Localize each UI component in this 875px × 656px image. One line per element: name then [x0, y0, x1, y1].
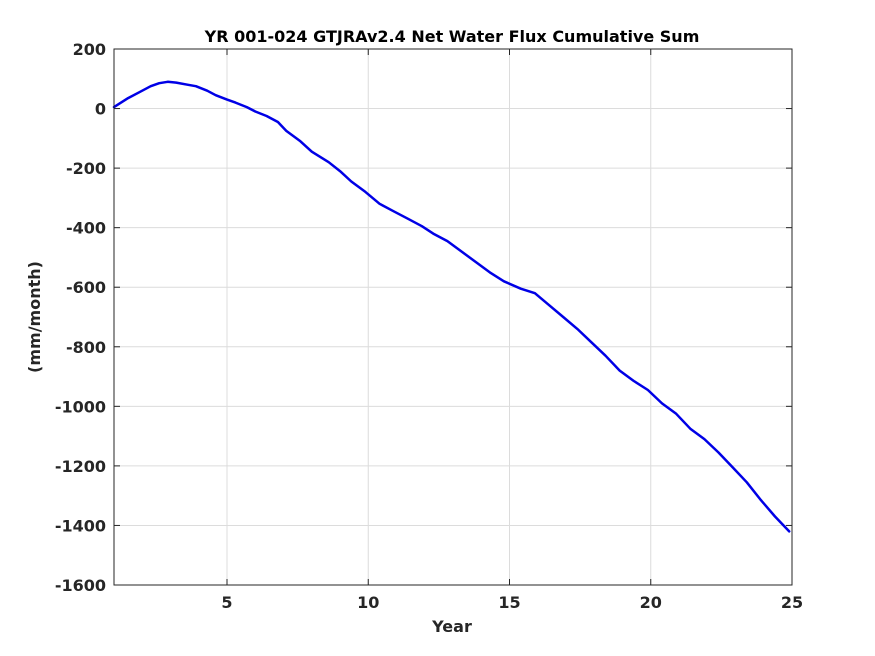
series-layer — [112, 80, 791, 533]
y-tick-label: -1600 — [55, 576, 106, 595]
y-tick-label: -1000 — [55, 397, 106, 416]
x-tick-label: 5 — [221, 593, 232, 612]
y-axis-label: (mm/month) — [25, 261, 44, 373]
y-tick-label: -1400 — [55, 516, 106, 535]
y-tick-label: -600 — [66, 278, 106, 297]
x-tick-label: 10 — [357, 593, 379, 612]
plot-frame — [113, 48, 793, 586]
y-tick-label: -400 — [66, 219, 106, 238]
x-tick-label: 25 — [781, 593, 803, 612]
x-tick-label: 15 — [498, 593, 520, 612]
plot-area — [114, 49, 792, 585]
x-axis: 5 10 15 20 25 — [221, 49, 803, 612]
y-axis: -1600 -1400 -1200 -1000 -800 -600 -400 -200 0 200 — [55, 40, 792, 595]
chart-title: YR 001-024 GTJRAv2.4 Net Water Flux Cumu… — [204, 27, 700, 46]
x-tick-label: 20 — [640, 593, 662, 612]
x-axis-label: Year — [431, 617, 472, 636]
series-line — [112, 80, 791, 533]
y-tick-label: -200 — [66, 159, 106, 178]
y-tick-label: 200 — [73, 40, 106, 59]
y-tick-label: 0 — [95, 100, 106, 119]
y-tick-label: -800 — [66, 338, 106, 357]
y-tick-label: -1200 — [55, 457, 106, 476]
